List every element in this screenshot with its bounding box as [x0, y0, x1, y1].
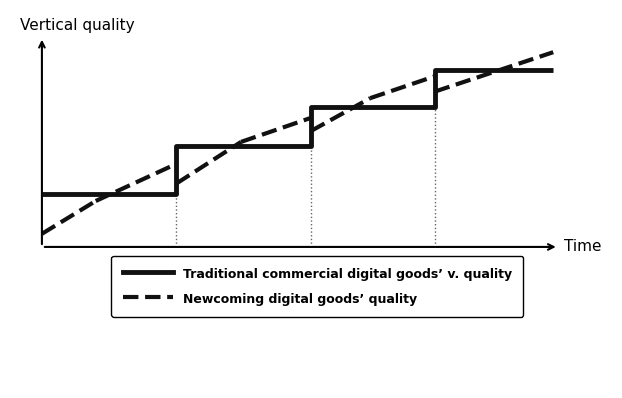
Legend: Traditional commercial digital goods’ v. quality, Newcoming digital goods’ quali: Traditional commercial digital goods’ v.…	[111, 256, 523, 317]
Text: Time: Time	[564, 240, 601, 254]
Text: Vertical quality: Vertical quality	[21, 18, 135, 33]
